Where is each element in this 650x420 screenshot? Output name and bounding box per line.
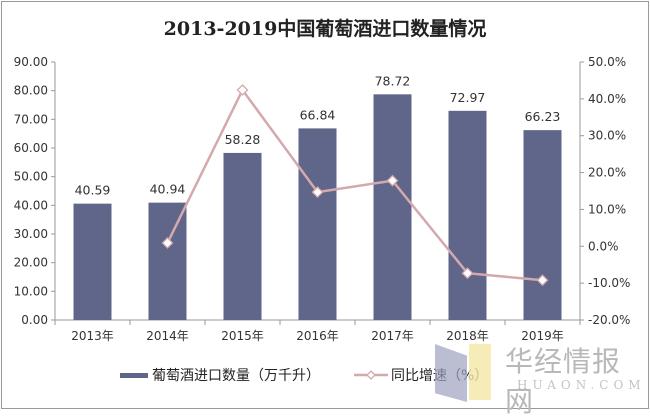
growth-line [166,87,543,282]
x-tick-label: 2017年 [371,329,414,343]
growth-point [386,174,399,187]
y-left-tick-label: 40.00 [14,198,48,212]
bar [148,202,187,320]
y-right-tick-label: 0.0% [588,239,619,253]
legend-bar-label: 葡萄酒进口数量（万千升） [152,368,320,384]
bar [73,203,112,320]
bar-data-label: 40.59 [75,183,111,198]
x-tick-label: 2015年 [221,329,264,343]
y-right-tick-label: 40.0% [588,92,626,106]
y-right-tick-label: -10.0% [588,276,630,290]
bar-data-label: 58.28 [225,132,261,147]
x-tick-label: 2018年 [446,329,489,343]
watermark-text: 华经情报网 [505,345,622,418]
bar-data-label: 66.23 [525,109,561,124]
y-right-tick-label: 50.0% [588,55,626,69]
bar-data-label: 72.97 [450,90,486,105]
y-right-tick-label: 10.0% [588,202,626,216]
bar-data-label: 66.84 [300,107,336,122]
watermark-sub: HUAON.COM [517,378,646,392]
y-left-tick-label: 60.00 [14,141,48,155]
legend-line-swatch [354,370,388,380]
chart-frame [1,1,649,409]
legend-bar-swatch [120,372,148,378]
bar [373,94,412,320]
y-left-tick-label: 70.00 [14,112,48,126]
y-right-tick-label: 20.0% [588,166,626,180]
y-right-tick-label: 30.0% [588,129,626,143]
y-left-tick-label: 10.00 [14,284,48,298]
chart-title: 2013-2019中国葡萄酒进口数量情况 [163,18,487,40]
bar [448,110,487,320]
y-left-tick-label: 80.00 [14,84,48,98]
x-tick-label: 2019年 [521,329,564,343]
growth-point [311,186,324,199]
x-tick-label: 2016年 [296,329,339,343]
growth-point [461,267,474,280]
y-left-tick-label: 90.00 [14,55,48,69]
y-left-tick-label: 30.00 [14,227,48,241]
bar [523,130,562,320]
bar [223,152,262,320]
x-tick-label: 2014年 [146,329,189,343]
bar [298,128,337,320]
bar-data-label: 40.94 [150,182,186,197]
y-left-tick-label: 0.00 [21,313,48,327]
growth-point [536,274,549,287]
chart-plot: 0.00 10.00 20.00 30.00 40.00 50.00 60.00 70.00 8… [14,55,631,343]
y-right-tick-label: -20.0% [588,313,630,327]
watermark-logo: 华经情报网 HUAON.COM [425,340,646,418]
growth-point [236,84,249,96]
y-left-tick-label: 50.00 [14,170,48,184]
bar-data-label: 78.72 [375,73,411,88]
x-tick-label: 2013年 [71,329,114,343]
y-left-tick-label: 20.00 [14,256,48,270]
growth-point [161,237,174,249]
